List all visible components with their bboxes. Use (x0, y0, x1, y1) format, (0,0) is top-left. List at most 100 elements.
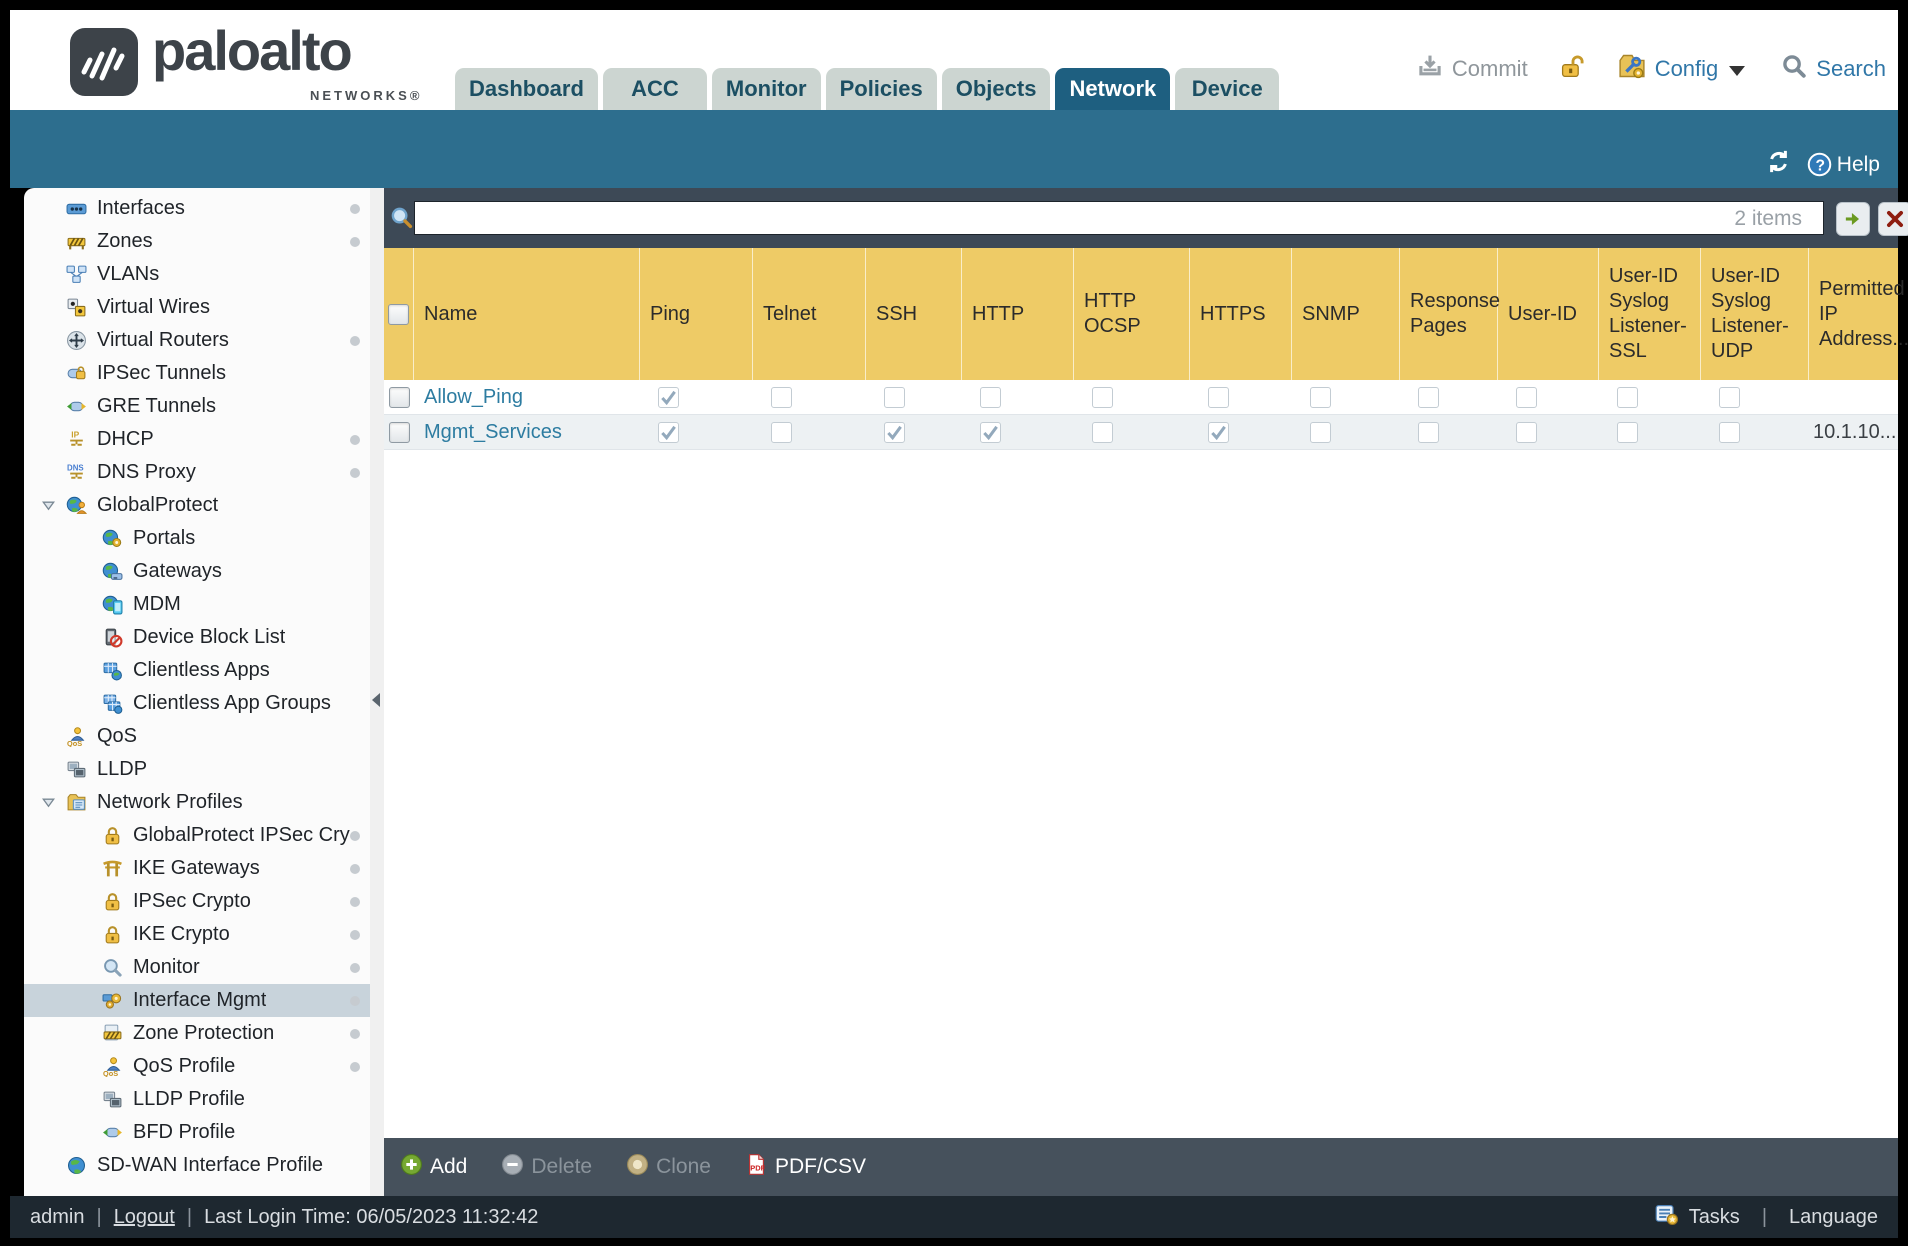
service-checkbox-telnet (771, 386, 792, 408)
expand-caret-icon[interactable] (40, 794, 66, 811)
sidebar-item-lldp[interactable]: LLDP (24, 753, 370, 786)
select-all-checkbox[interactable] (388, 303, 409, 325)
sidebar-item-bfd-profile[interactable]: BFD Profile (24, 1116, 370, 1149)
column-header-user-id-syslog-listener-ssl[interactable]: User-ID Syslog Listener-SSL (1599, 248, 1701, 380)
table-header-row: Name Ping Telnet SSH HTTP HTTP OCSP HTTPS SNMP R… (384, 248, 1908, 380)
clear-filter-button[interactable] (1878, 202, 1908, 236)
tab-device[interactable]: Device (1175, 68, 1280, 110)
row-select-checkbox[interactable] (388, 386, 410, 408)
sidebar-item-zone-protection[interactable]: Zone Protection (24, 1017, 370, 1050)
sidebar-item-zones[interactable]: Zones (24, 225, 370, 258)
config-icon (1618, 52, 1646, 86)
brand-name: paloalto (152, 19, 353, 82)
sidebar-item-network-profiles[interactable]: Network Profiles (24, 786, 370, 819)
sidebar-item-virtual-routers[interactable]: Virtual Routers (24, 324, 370, 357)
language-button[interactable]: Language (1789, 1205, 1878, 1228)
sidebar-item-ike-gateways[interactable]: IKE Gateways (24, 852, 370, 885)
sidebar-item-label: LLDP Profile (133, 1088, 245, 1110)
tasks-button[interactable]: Tasks (1688, 1205, 1740, 1228)
sidebar-item-label: Device Block List (133, 626, 286, 648)
column-header-snmp[interactable]: SNMP (1292, 248, 1400, 380)
column-header-user-id-syslog-listener-udp[interactable]: User-ID Syslog Listener-UDP (1701, 248, 1809, 380)
profile-name-link[interactable]: Allow_Ping (424, 385, 523, 408)
global-search-button[interactable]: Search (1816, 56, 1886, 81)
sidebar-item-vlans[interactable]: VLANs (24, 258, 370, 291)
ipsec-tunnels-icon (66, 363, 90, 384)
sidebar-item-globalprotect-ipsec-crypto[interactable]: GlobalProtect IPSec Crypto (24, 819, 370, 852)
filter-input[interactable] (414, 201, 1824, 235)
collapse-sidebar-icon[interactable] (372, 693, 380, 707)
sidebar-item-globalprotect[interactable]: GlobalProtect (24, 489, 370, 522)
gre-tunnels-icon (66, 396, 90, 417)
sidebar-item-gateways[interactable]: Gateways (24, 555, 370, 588)
svg-text:QoS: QoS (103, 1069, 118, 1077)
tab-dashboard[interactable]: Dashboard (455, 68, 598, 110)
lock-icon[interactable] (1560, 53, 1586, 85)
sidebar-item-clientless-app-groups[interactable]: Clientless App Groups (24, 687, 370, 720)
svg-text:?: ? (1815, 157, 1825, 174)
sidebar-item-qos-profile[interactable]: QoS QoS Profile (24, 1050, 370, 1083)
sidebar-item-ipsec-tunnels[interactable]: IPSec Tunnels (24, 357, 370, 390)
row-select-checkbox[interactable] (388, 421, 410, 443)
column-header-name[interactable]: Name (414, 248, 640, 380)
tab-policies[interactable]: Policies (825, 68, 937, 110)
help-label: Help (1836, 152, 1880, 176)
gp-gateways-icon (102, 561, 126, 582)
pdf-icon: PDF (745, 1153, 768, 1182)
tab-monitor[interactable]: Monitor (711, 68, 821, 110)
column-header-telnet[interactable]: Telnet (753, 248, 866, 380)
lldp-icon (66, 759, 90, 780)
add-button[interactable]: Add (400, 1153, 467, 1182)
sidebar-item-sd-wan-interface-profile[interactable]: SD-WAN Interface Profile (24, 1149, 370, 1182)
profile-name-link[interactable]: Mgmt_Services (424, 420, 562, 443)
column-header-https[interactable]: HTTPS (1190, 248, 1292, 380)
apply-filter-button[interactable] (1836, 202, 1870, 236)
sidebar-item-dhcp[interactable]: IP DHCP (24, 423, 370, 456)
tab-objects[interactable]: Objects (941, 68, 1051, 110)
sidebar-item-label: GlobalProtect (97, 494, 219, 516)
sidebar-item-label: DNS Proxy (97, 461, 196, 483)
sidebar-item-device-block-list[interactable]: Device Block List (24, 621, 370, 654)
refresh-icon[interactable] (1766, 149, 1791, 180)
last-login-time: Last Login Time: 06/05/2023 11:32:42 (204, 1205, 539, 1228)
column-header-permitted-ip-address[interactable]: Permitted IP Address... (1819, 277, 1908, 350)
permitted-ip-cell: 10.1.10... (1813, 420, 1897, 443)
column-header-http[interactable]: HTTP (962, 248, 1074, 380)
sidebar-item-dns-proxy[interactable]: DNS DNS Proxy (24, 456, 370, 489)
service-checkbox-http (980, 421, 1001, 443)
tab-acc[interactable]: ACC (602, 68, 707, 110)
commit-button[interactable]: Commit (1451, 56, 1528, 81)
pdf-csv-button[interactable]: PDF PDF/CSV (745, 1153, 866, 1182)
sidebar-item-ipsec-crypto[interactable]: IPSec Crypto (24, 885, 370, 918)
sidebar-item-label: QoS (97, 725, 138, 747)
sidebar-item-portals[interactable]: Portals (24, 522, 370, 555)
column-header-user-id[interactable]: User-ID (1498, 248, 1599, 380)
help-button[interactable]: ? Help (1807, 152, 1880, 177)
sidebar-item-mdm[interactable]: MDM (24, 588, 370, 621)
column-header-response-pages[interactable]: Response Pages (1400, 248, 1500, 380)
gp-mdm-icon (102, 594, 126, 615)
content-panel: 2 items Name Ping Telnet SSH HTTP HTTP OCSP HT… (384, 188, 1908, 1196)
service-checkbox-http (980, 386, 1001, 408)
vlans-icon (66, 264, 90, 285)
column-header-ping[interactable]: Ping (640, 248, 753, 380)
sidebar-item-clientless-apps[interactable]: Clientless Apps (24, 654, 370, 687)
sidebar-item-label: Interface Mgmt (133, 989, 267, 1011)
column-header-http-ocsp[interactable]: HTTP OCSP (1074, 248, 1190, 380)
sidebar-item-ike-crypto[interactable]: IKE Crypto (24, 918, 370, 951)
column-header-ssh[interactable]: SSH (866, 248, 962, 380)
sidebar-item-interface-mgmt[interactable]: Interface Mgmt (24, 984, 370, 1017)
tab-network[interactable]: Network (1055, 68, 1171, 110)
config-menu-button[interactable]: Config (1654, 56, 1719, 81)
expand-caret-icon[interactable] (40, 497, 66, 514)
sidebar-item-qos[interactable]: QoS QoS (24, 720, 370, 753)
sidebar-item-virtual-wires[interactable]: Virtual Wires (24, 291, 370, 324)
sidebar-item-gre-tunnels[interactable]: GRE Tunnels (24, 390, 370, 423)
sidebar-item-label: Portals (133, 527, 196, 549)
logout-link[interactable]: Logout (113, 1205, 175, 1228)
sidebar-item-interfaces[interactable]: Interfaces (24, 192, 370, 225)
sidebar-item-label: GRE Tunnels (97, 395, 216, 417)
sidebar-item-lldp-profile[interactable]: LLDP Profile (24, 1083, 370, 1116)
config-caret-icon[interactable] (1729, 66, 1746, 76)
sidebar-item-monitor[interactable]: Monitor (24, 951, 370, 984)
